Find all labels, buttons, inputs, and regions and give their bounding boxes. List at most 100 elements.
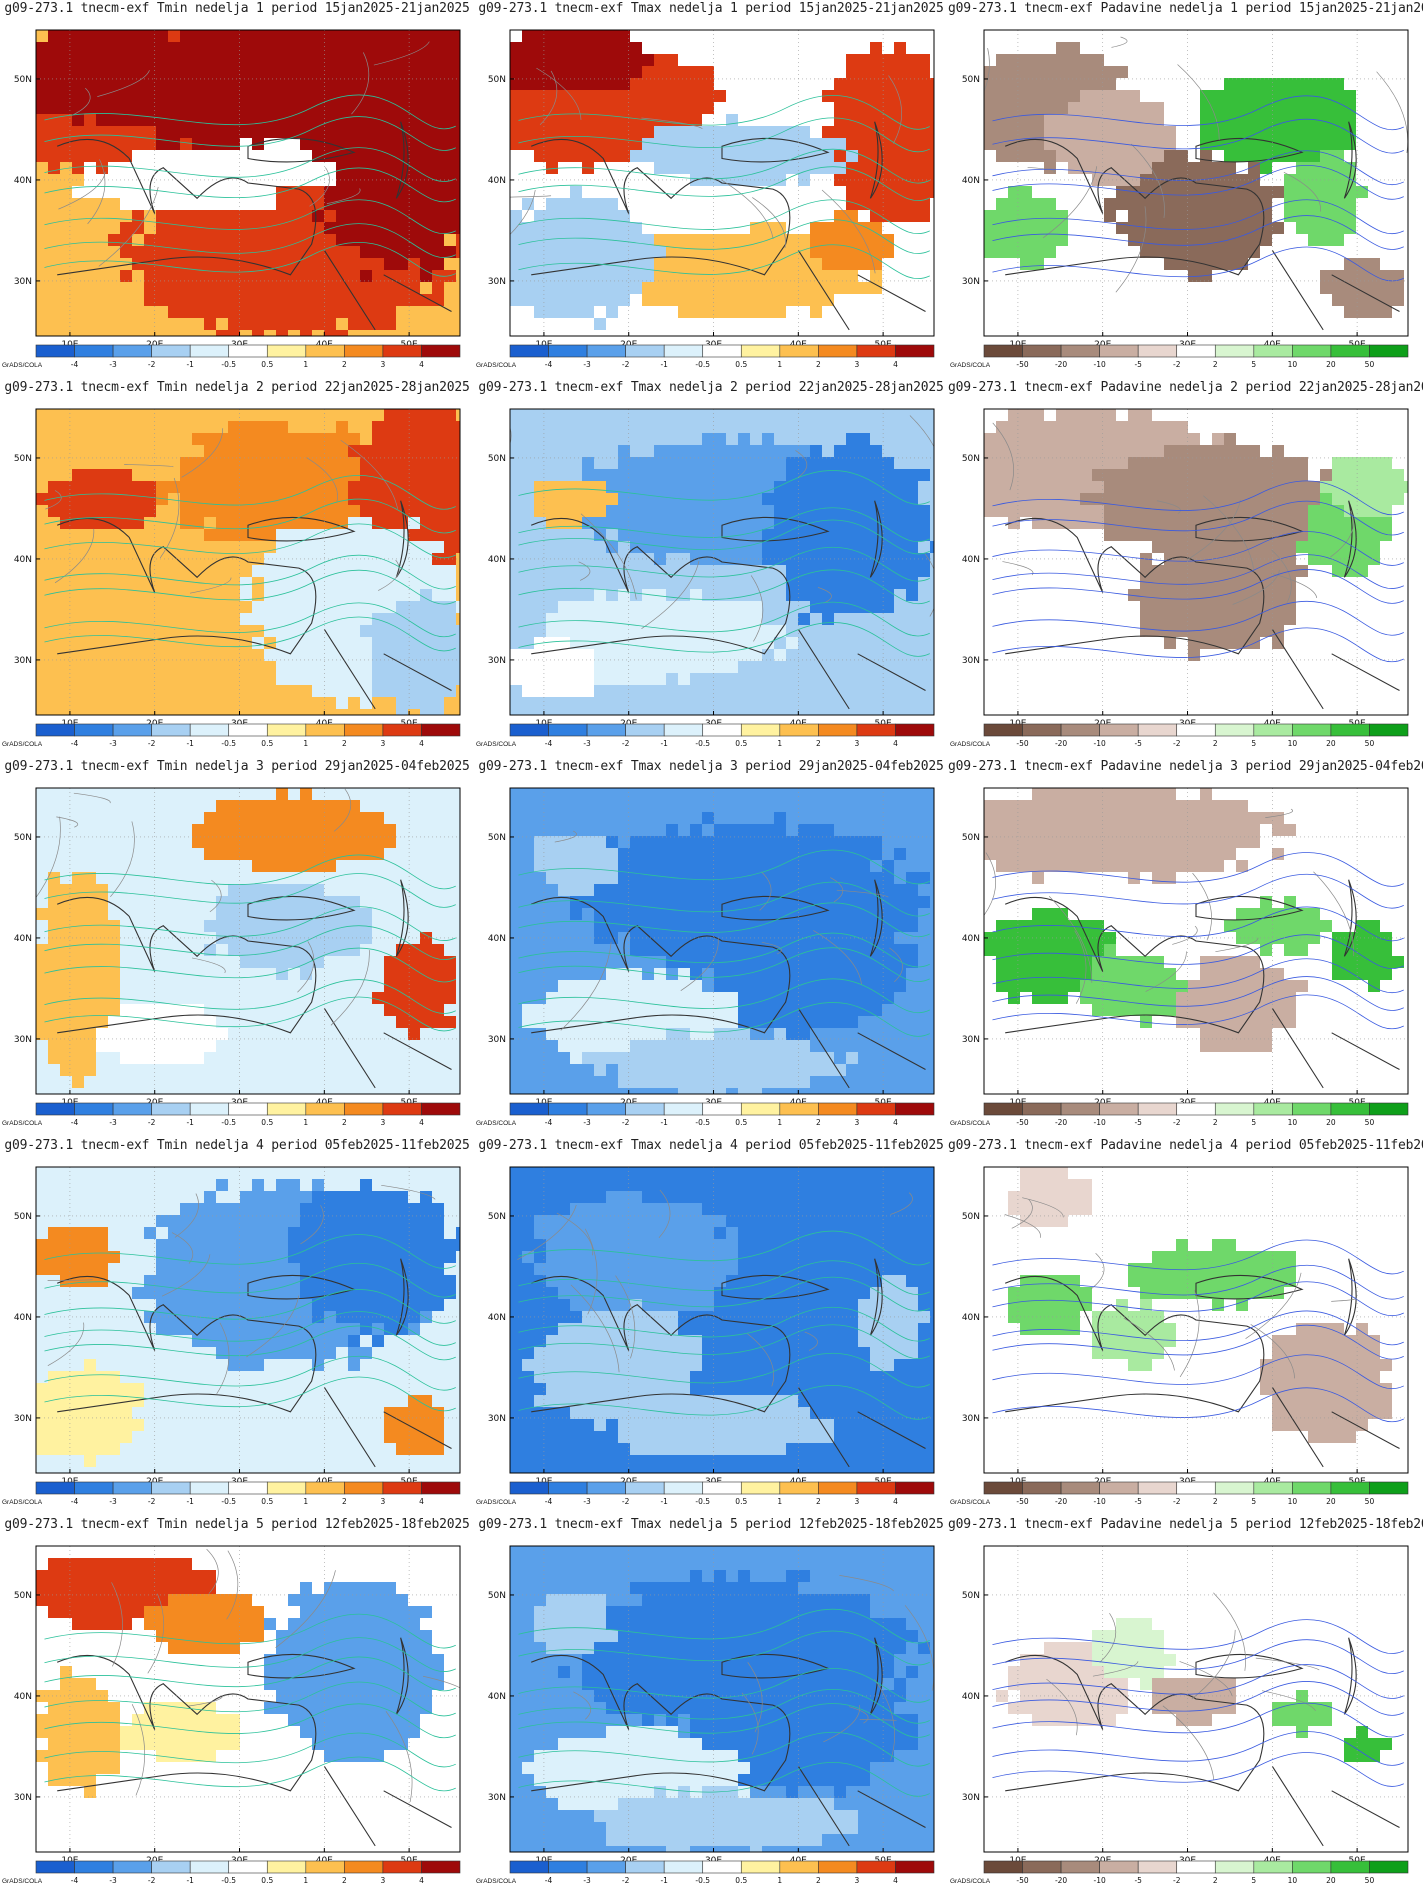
map-frame <box>35 408 461 716</box>
colorbar-label: -4 <box>71 360 79 369</box>
lat-tick-label: 40N <box>962 1313 980 1323</box>
colorbar-swatch <box>1214 723 1255 737</box>
lat-tick-label: 30N <box>488 1414 506 1424</box>
contour-lines <box>518 470 930 657</box>
colorbar-label: -20 <box>1055 1876 1067 1885</box>
colorbar-label: -4 <box>71 1876 79 1885</box>
colorbar-swatch <box>151 723 191 737</box>
colorbar-swatch <box>548 1102 588 1116</box>
colorbar-swatch <box>818 1102 858 1116</box>
colorbar-swatch <box>228 1102 268 1116</box>
colorbar-swatch <box>344 1860 384 1874</box>
graticule <box>510 1546 934 1852</box>
colorbar-swatch <box>305 1481 345 1495</box>
colorbar-label: 2 <box>1213 1497 1218 1506</box>
credit-label: GrADS/COLA <box>476 1499 517 1506</box>
colorbar-swatch <box>382 723 422 737</box>
colorbar-label: 10 <box>1288 360 1298 369</box>
panel-title: g09-273.1 tnecm-exf Tmin nedelja 1 perio… <box>4 1 470 16</box>
map-frame <box>509 408 935 716</box>
colorbar: -4 -3 -2 -1 -0.5 0.5 1 2 3 4 <box>35 344 461 369</box>
colorbar-label: 3 <box>381 1118 386 1127</box>
colorbar-swatch <box>983 344 1023 358</box>
colorbar-swatch <box>1330 1481 1370 1495</box>
colorbar-swatch <box>1099 1860 1139 1874</box>
country-borders <box>984 36 1408 293</box>
colorbar-label: -4 <box>545 1876 553 1885</box>
map-frame <box>983 1545 1409 1853</box>
colorbar-swatch <box>1292 1102 1332 1116</box>
graticule <box>984 1546 1408 1852</box>
panel-title: g09-273.1 tnecm-exf Padavine nedelja 1 p… <box>948 1 1423 16</box>
credit-label: GrADS/COLA <box>476 741 517 748</box>
lat-tick-label: 40N <box>488 934 506 944</box>
colorbar-label: -2 <box>622 1876 630 1885</box>
credit-label: GrADS/COLA <box>2 362 43 369</box>
map-figure: 10E20E30E40E50E50N40N30N-4-3-2-1-0.50.51… <box>2 408 461 748</box>
coastline <box>1004 1637 1400 1847</box>
colorbar-swatch <box>189 1860 230 1874</box>
colorbar-label: -3 <box>583 739 591 748</box>
colorbar-label: -2 <box>622 1118 630 1127</box>
colorbar-label: 20 <box>1326 1876 1336 1885</box>
colorbar-label: -4 <box>71 739 79 748</box>
colorbar-swatch <box>266 344 307 358</box>
graticule <box>984 30 1408 336</box>
panel-title: g09-273.1 tnecm-exf Tmax nedelja 4 perio… <box>478 1138 944 1153</box>
colorbar-label: 1 <box>777 739 782 748</box>
map-panel: g09-273.1 tnecm-exf Tmax nedelja 2 perio… <box>474 379 948 758</box>
colorbar-label: 5 <box>1251 360 1256 369</box>
shaded-field <box>984 30 1408 336</box>
colorbar-label: -1 <box>660 739 668 748</box>
colorbar: -50 -20 -10 -5 -2 2 5 10 20 50 <box>983 1102 1409 1127</box>
lat-tick-label: 30N <box>488 1793 506 1803</box>
colorbar-swatch <box>509 344 549 358</box>
credit-label: GrADS/COLA <box>2 741 43 748</box>
colorbar-label: 1 <box>303 1497 308 1506</box>
colorbar-swatch <box>818 1860 858 1874</box>
colorbar-label: 4 <box>893 360 898 369</box>
lat-tick-label: 50N <box>962 454 980 464</box>
country-borders <box>111 1548 460 1803</box>
colorbar-label: -3 <box>583 1876 591 1885</box>
colorbar-swatch <box>779 1860 819 1874</box>
colorbar: -4 -3 -2 -1 -0.5 0.5 1 2 3 4 <box>35 1102 461 1127</box>
colorbar-label: 5 <box>1251 1118 1256 1127</box>
colorbar: -4 -3 -2 -1 -0.5 0.5 1 2 3 4 <box>509 723 935 748</box>
colorbar-label: 20 <box>1326 360 1336 369</box>
colorbar-label: -1 <box>660 1497 668 1506</box>
lat-tick-label: 30N <box>14 656 32 666</box>
lat-tick-label: 30N <box>488 656 506 666</box>
credit-label: GrADS/COLA <box>476 362 517 369</box>
colorbar-swatch <box>509 723 549 737</box>
colorbar-swatch <box>983 723 1023 737</box>
shaded-field <box>984 1546 1408 1852</box>
colorbar-label: -50 <box>1016 739 1028 748</box>
colorbar-swatch <box>856 1860 896 1874</box>
colorbar-swatch <box>228 1481 268 1495</box>
colorbar: -4 -3 -2 -1 -0.5 0.5 1 2 3 4 <box>509 1860 935 1885</box>
colorbar-swatch <box>1060 1860 1100 1874</box>
colorbar-label: -4 <box>545 1497 553 1506</box>
colorbar-label: 3 <box>381 360 386 369</box>
graticule <box>510 409 934 715</box>
colorbar-swatch <box>1060 1102 1100 1116</box>
colorbar-label: 3 <box>381 1497 386 1506</box>
colorbar-label: -20 <box>1055 360 1067 369</box>
country-borders <box>1046 1592 1320 1781</box>
shaded-field <box>984 409 1408 715</box>
colorbar-swatch <box>779 1102 819 1116</box>
colorbar-swatch <box>1137 1860 1178 1874</box>
colorbar-swatch <box>702 1860 742 1874</box>
map-panel: g09-273.1 tnecm-exf Tmin nedelja 1 perio… <box>0 0 474 379</box>
lat-tick-label: 40N <box>488 555 506 565</box>
lat-tick-label: 30N <box>14 1793 32 1803</box>
colorbar-label: 2 <box>1213 1876 1218 1885</box>
lat-tick-label: 50N <box>962 1212 980 1222</box>
lat-tick-label: 30N <box>488 277 506 287</box>
colorbar-swatch <box>1253 723 1293 737</box>
colorbar-label: 3 <box>855 1497 860 1506</box>
colorbar-label: -2 <box>1173 739 1181 748</box>
colorbar-label: -0.5 <box>695 739 710 748</box>
map-figure: 10E20E30E40E50E50N40N30N-50-20-10-5-2251… <box>950 1545 1409 1885</box>
